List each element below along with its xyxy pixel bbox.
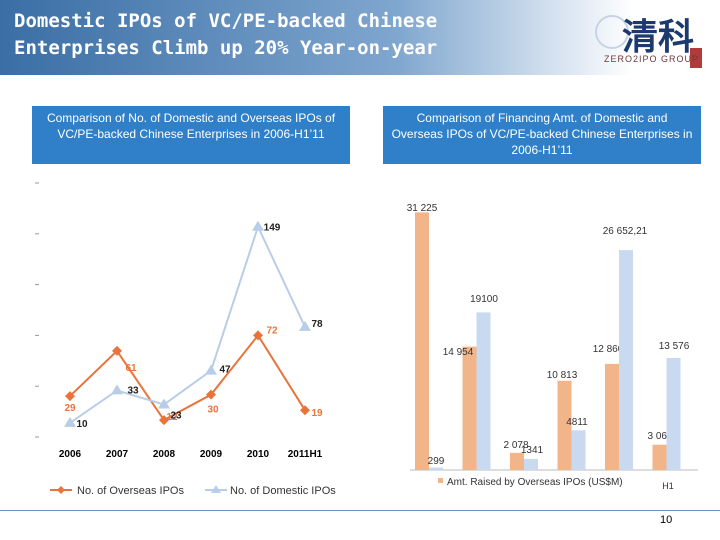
- domestic-amount-bar: [571, 430, 586, 470]
- domestic-bar-label: 19100: [470, 294, 498, 305]
- domestic-amount-bar: [666, 357, 681, 470]
- overseas-amount-bar: [510, 452, 524, 470]
- title-banner: Domestic IPOs of VC/PE-backed Chinese En…: [0, 0, 720, 75]
- overseas-data-label: 30: [207, 405, 219, 416]
- overseas-point: [65, 391, 75, 402]
- overseas-bar-label: 3 066: [647, 431, 672, 442]
- domestic-data-label: 23: [170, 411, 182, 422]
- overseas-amount-bar: [605, 363, 619, 470]
- overseas-bar-label: 10 813: [547, 370, 578, 381]
- logo-text: ZERO2IPO GROUP: [604, 54, 700, 64]
- x-tick-label: 2011H1: [288, 449, 323, 460]
- bar-chart-title: Comparison of Financing Amt. of Domestic…: [383, 106, 701, 164]
- overseas-amount-bar: [652, 444, 667, 470]
- domestic-amount-bar: [619, 250, 633, 470]
- domestic-bar-label: 299: [428, 456, 445, 467]
- domestic-data-label: 149: [264, 223, 281, 234]
- page-number: 10: [660, 514, 673, 526]
- domestic-bar-label: 13 576: [659, 341, 690, 352]
- legend-domestic-label: No. of Domestic IPOs: [230, 485, 336, 497]
- overseas-bar-label: 31 225: [407, 203, 438, 214]
- domestic-bar-label: 26 652,21: [603, 226, 648, 237]
- domestic-amount-bar: [429, 467, 443, 470]
- overseas-point: [253, 330, 263, 341]
- logo-chinese-characters: 清科: [622, 16, 695, 58]
- legend-overseas-label: No. of Overseas IPOs: [77, 485, 184, 497]
- x-tick-label: 2010: [247, 449, 270, 460]
- footer-divider: [0, 510, 720, 511]
- domestic-amount-bar: [476, 312, 491, 470]
- domestic-data-label: 47: [219, 365, 231, 376]
- legend-domestic-marker: [211, 485, 221, 493]
- domestic-bar-label: 1341: [521, 445, 544, 456]
- overseas-amount-bar: [462, 346, 477, 470]
- domestic-ipo-line: [69, 224, 306, 424]
- line-chart-title: Comparison of No. of Domestic and Overse…: [32, 106, 350, 164]
- overseas-point: [300, 405, 310, 416]
- domestic-data-label: 33: [127, 385, 139, 396]
- overseas-point: [159, 415, 169, 426]
- domestic-point: [205, 364, 217, 375]
- legend-amount-label: Amt. Raised by Overseas IPOs (US$M): [447, 477, 623, 488]
- overseas-data-label: 29: [64, 403, 76, 414]
- slide-title: Domestic IPOs of VC/PE-backed Chinese En…: [14, 10, 438, 59]
- x-tick-label: 2009: [200, 449, 223, 460]
- domestic-point: [111, 384, 123, 395]
- overseas-data-label: 19: [311, 408, 323, 419]
- overseas-point: [206, 389, 216, 400]
- overseas-data-label: 12: [166, 412, 178, 423]
- domestic-point: [64, 416, 76, 427]
- domestic-point: [299, 320, 311, 331]
- domestic-point: [252, 220, 264, 231]
- domestic-bar-label: 4811: [566, 417, 588, 428]
- x-tick-label: 2008: [153, 449, 176, 460]
- overseas-data-label: 61: [125, 363, 137, 374]
- x-tick-label: 2007: [106, 449, 129, 460]
- domestic-amount-bar: [524, 458, 538, 470]
- overseas-bar-label: 14 954: [443, 347, 474, 358]
- domestic-data-label: 10: [76, 419, 88, 430]
- overseas-amount-bar: [557, 380, 572, 470]
- x-tick-label: 2006: [59, 449, 82, 460]
- legend-overseas-marker: [57, 486, 65, 494]
- domestic-point: [158, 398, 170, 409]
- overseas-bar-label: 2 078: [503, 440, 528, 451]
- overseas-point: [112, 345, 122, 356]
- domestic-data-label: 78: [311, 319, 323, 330]
- legend-amount-swatch: [438, 478, 443, 483]
- overseas-ipo-line: [69, 333, 306, 422]
- logo-seal-icon: [595, 15, 702, 68]
- overseas-bar-label: 12 860: [593, 344, 624, 355]
- bar-x-tick-label: H1: [662, 481, 674, 491]
- company-logo: 清科 ZERO2IPO GROUP: [590, 2, 718, 78]
- overseas-data-label: 72: [266, 325, 278, 336]
- overseas-amount-bar: [415, 212, 429, 471]
